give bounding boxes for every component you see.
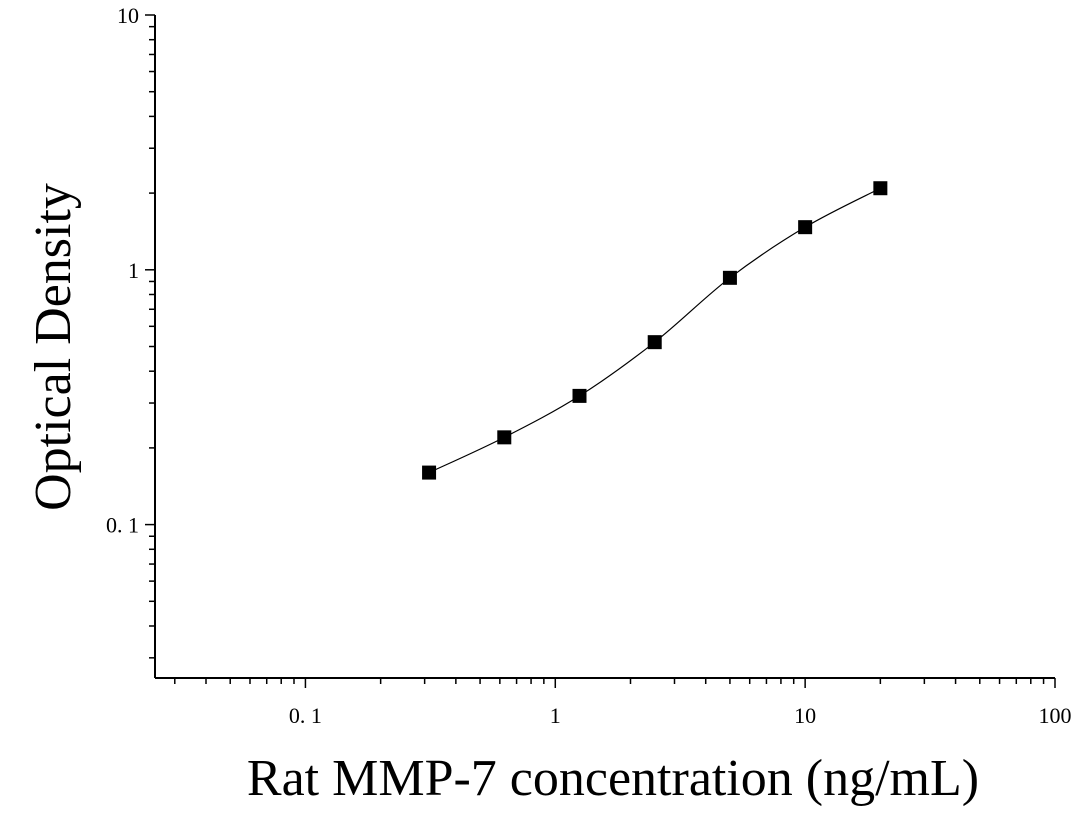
axes xyxy=(145,14,1056,688)
tick-labels-layer: 0. 1 1 10 100 0. 1 1 10 xyxy=(106,3,1072,728)
x-tick-label: 100 xyxy=(1039,703,1072,728)
fitted-curve-layer xyxy=(428,187,881,474)
x-tick-label: 0. 1 xyxy=(289,703,322,728)
x-tick-label: 1 xyxy=(550,703,561,728)
data-point xyxy=(647,335,662,350)
y-tick-label: 10 xyxy=(117,3,139,28)
x-axis-title: Rat MMP-7 concentration (ng/mL) xyxy=(247,750,979,807)
y-tick-label: 0. 1 xyxy=(106,513,139,538)
data-point xyxy=(873,181,888,196)
data-point xyxy=(722,270,737,285)
data-point xyxy=(798,220,813,235)
y-tick-label: 1 xyxy=(128,258,139,283)
fitted-curve xyxy=(428,187,881,474)
y-axis-title: Optical Density xyxy=(25,183,82,511)
data-point xyxy=(572,388,587,403)
data-point xyxy=(422,465,437,480)
data-points-layer xyxy=(422,181,888,480)
data-point xyxy=(497,430,512,445)
x-tick-label: 10 xyxy=(794,703,816,728)
